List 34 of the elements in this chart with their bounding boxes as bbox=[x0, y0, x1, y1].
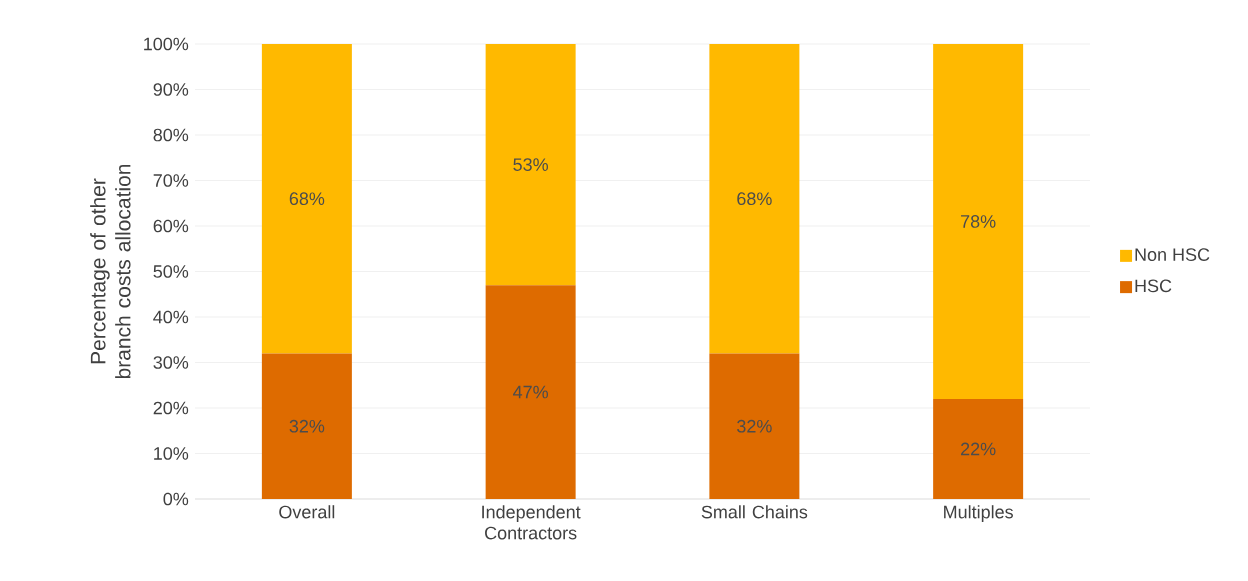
y-tick-label: 30% bbox=[153, 356, 189, 369]
x-tick-label: Small Chains bbox=[701, 505, 808, 519]
y-tick-label: 70% bbox=[153, 174, 189, 187]
y-tick-label: 0% bbox=[163, 492, 189, 506]
x-tick-label: Independent Contractors bbox=[482, 505, 581, 540]
bar bbox=[485, 285, 576, 499]
x-tick-label: Overall bbox=[279, 505, 335, 519]
data-label: 68% bbox=[737, 192, 772, 206]
bar bbox=[261, 353, 352, 499]
legend-label: Non HSC bbox=[1135, 248, 1210, 261]
y-tick-label: 100% bbox=[144, 37, 189, 51]
data-label: 32% bbox=[289, 419, 325, 433]
y-axis-title: Percentage of other branch costs allocation bbox=[90, 164, 131, 379]
bar bbox=[933, 398, 1024, 499]
bar bbox=[709, 353, 800, 499]
data-label: 22% bbox=[961, 442, 996, 456]
legend-label: HSC bbox=[1135, 279, 1172, 293]
y-tick-label: 40% bbox=[153, 310, 189, 324]
bar bbox=[485, 43, 576, 286]
bar bbox=[261, 43, 352, 354]
data-label: 47% bbox=[513, 385, 548, 399]
data-label: 53% bbox=[513, 158, 548, 171]
y-tick-label: 50% bbox=[153, 265, 189, 278]
y-tick-label: 20% bbox=[153, 401, 189, 415]
bar bbox=[709, 43, 800, 354]
y-tick-label: 80% bbox=[153, 128, 189, 142]
y-tick-label: 60% bbox=[153, 219, 189, 233]
x-tick-label: Multiples bbox=[944, 505, 1013, 522]
data-label: 78% bbox=[961, 215, 996, 228]
data-label: 32% bbox=[737, 419, 772, 433]
y-tick-label: 90% bbox=[153, 83, 189, 96]
bar bbox=[933, 43, 1024, 399]
data-label: 68% bbox=[289, 192, 325, 206]
y-tick-label: 10% bbox=[154, 447, 189, 460]
